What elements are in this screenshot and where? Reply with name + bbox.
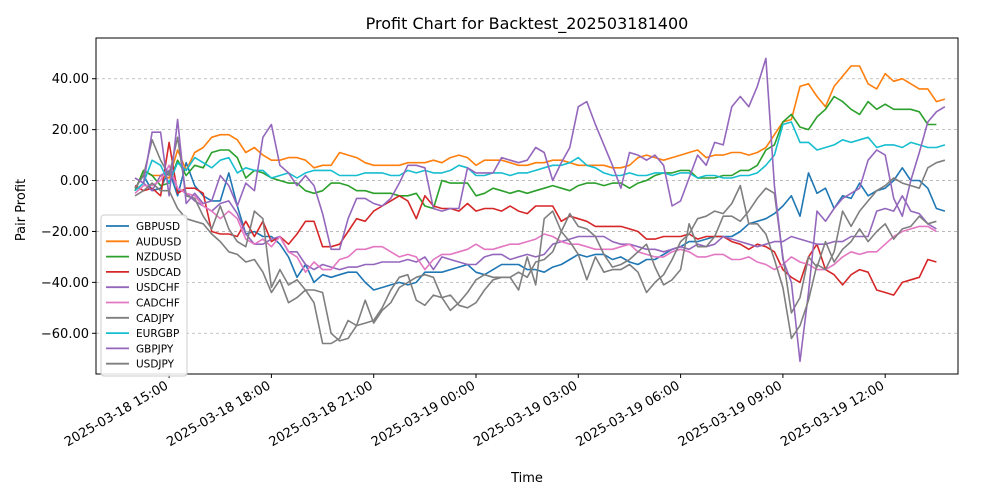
x-tick-label: 2025-03-19 06:00 xyxy=(574,378,683,450)
series-line-audusd xyxy=(134,65,946,192)
legend-label: CADJPY xyxy=(136,313,175,325)
y-axis: −60.00 −40.00 −20.00 0.00 20.00 40.00 xyxy=(41,72,96,342)
chart-title: Profit Chart for Backtest_202503181400 xyxy=(366,14,689,34)
x-tick-label: 2025-03-19 12:00 xyxy=(778,378,887,450)
y-tick-label: −40.00 xyxy=(41,276,89,291)
legend-label: USDJPY xyxy=(136,359,175,371)
legend-label: EURGBP xyxy=(136,328,179,340)
series-line-usdcad xyxy=(134,141,937,296)
legend: GBPUSD AUDUSD NZDUSD USDCAD USDCHF CADCHF CADJ… xyxy=(100,214,188,377)
series-line-usdchf xyxy=(134,169,937,271)
series-line-usdjpy xyxy=(134,159,946,345)
series-lines xyxy=(134,57,946,363)
legend-label: USDCHF xyxy=(136,282,180,294)
y-tick-label: 20.00 xyxy=(52,123,89,138)
x-tick-label: 2025-03-19 00:00 xyxy=(369,378,478,450)
legend-label: CADCHF xyxy=(136,298,180,310)
x-axis-label: Time xyxy=(510,471,543,486)
grid-layer xyxy=(96,78,958,334)
plot-frame xyxy=(95,37,959,375)
series-line-gbpjpy xyxy=(134,57,946,363)
legend-label: AUDUSD xyxy=(136,236,181,248)
legend-box xyxy=(100,214,188,377)
x-tick-label: 2025-03-18 21:00 xyxy=(267,378,376,450)
series-line-eurgbp xyxy=(134,121,946,192)
x-tick-label: 2025-03-18 15:00 xyxy=(62,378,171,450)
legend-label: GBPUSD xyxy=(136,221,180,233)
y-tick-label: 40.00 xyxy=(52,72,89,87)
x-tick-label: 2025-03-19 09:00 xyxy=(676,378,785,450)
y-tick-label: 0.00 xyxy=(60,174,89,189)
y-axis-label: Pair Profit xyxy=(14,179,29,241)
series-line-cadjpy xyxy=(134,136,937,342)
x-tick-label: 2025-03-19 03:00 xyxy=(471,378,580,450)
y-tick-label: −60.00 xyxy=(41,327,89,342)
y-tick-label: −20.00 xyxy=(41,225,89,240)
legend-label: GBPJPY xyxy=(136,343,174,355)
series-line-cadchf xyxy=(134,164,937,274)
x-tick-label: 2025-03-18 18:00 xyxy=(164,378,273,450)
legend-label: USDCAD xyxy=(136,267,181,279)
legend-label: NZDUSD xyxy=(136,252,182,264)
